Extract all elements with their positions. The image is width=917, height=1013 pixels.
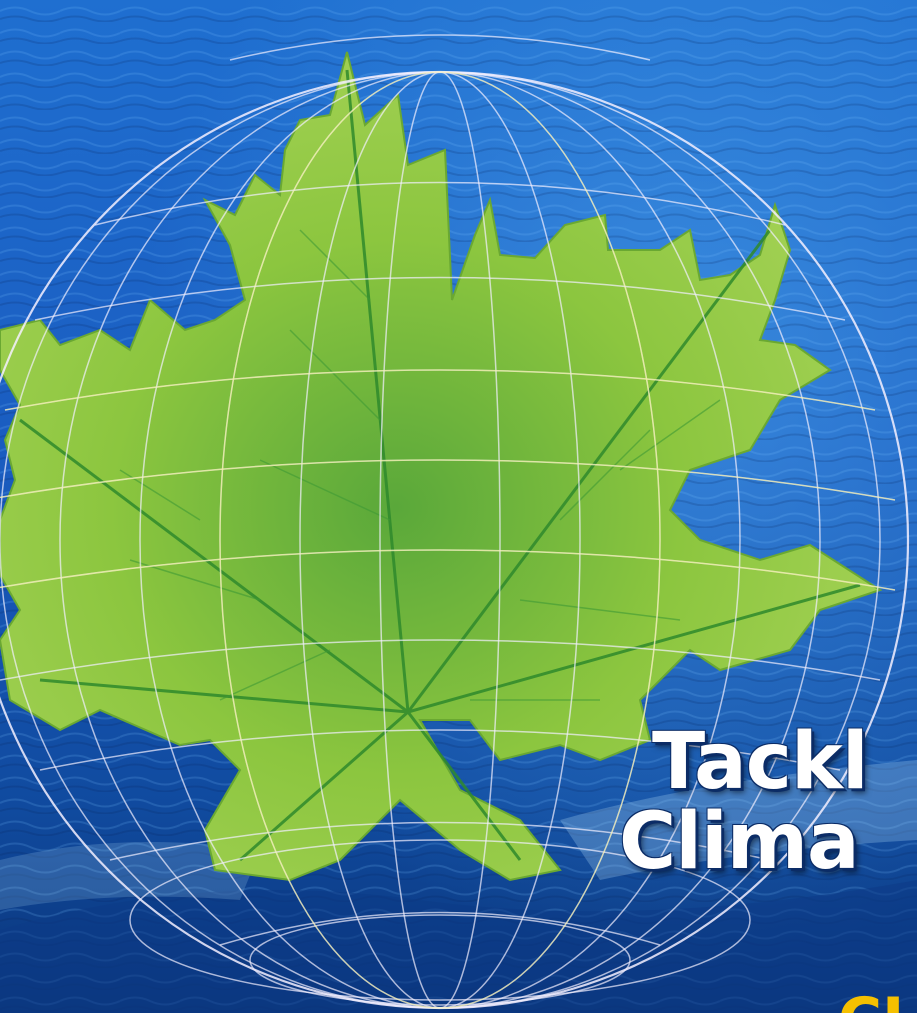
- title-line-2: Clima: [619, 797, 860, 887]
- cover-title: Tackl Clima: [619, 717, 917, 882]
- title-line-1: Tackl: [652, 717, 869, 807]
- subtitle-fragment: CL: [838, 990, 917, 1013]
